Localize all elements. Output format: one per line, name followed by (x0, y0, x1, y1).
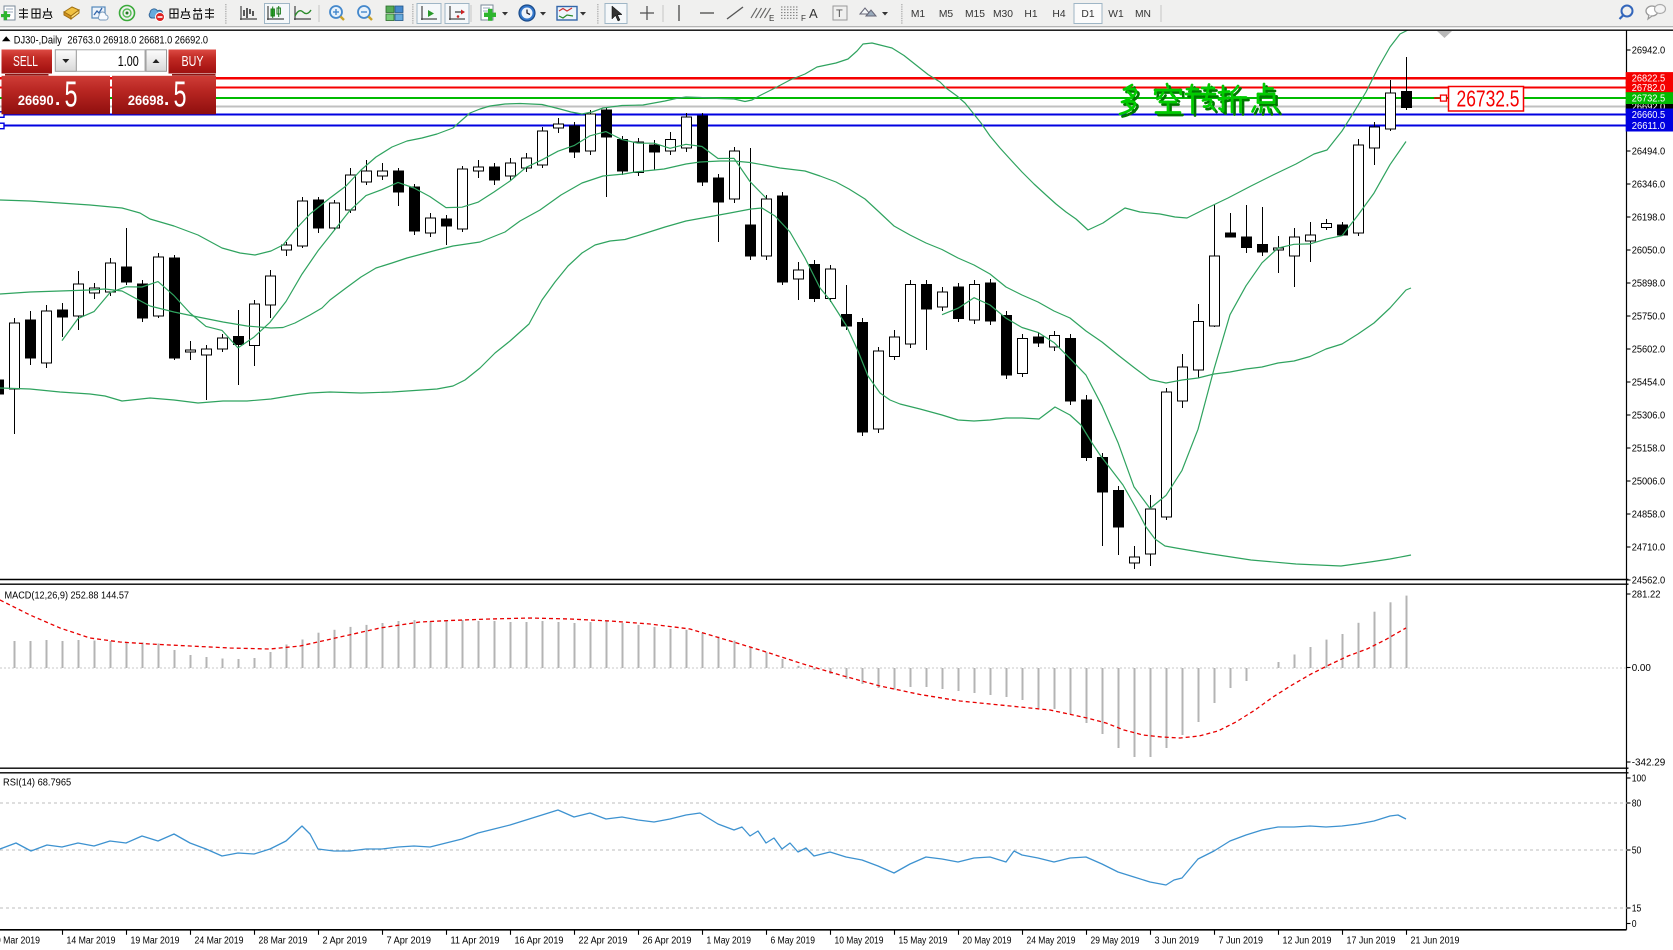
svg-text:11 Apr 2019: 11 Apr 2019 (451, 935, 500, 946)
svg-text:25306.0: 25306.0 (1632, 411, 1666, 422)
svg-text:281.22: 281.22 (1632, 590, 1661, 601)
svg-text:28 Mar 2019: 28 Mar 2019 (259, 935, 308, 946)
svg-text:26494.0: 26494.0 (1632, 147, 1666, 158)
svg-text:.: . (164, 89, 169, 110)
svg-text:50: 50 (1632, 846, 1642, 857)
svg-text:10 May 2019: 10 May 2019 (835, 935, 884, 946)
svg-text:26698: 26698 (128, 93, 164, 108)
svg-text:5: 5 (174, 73, 187, 114)
svg-text:15 May 2019: 15 May 2019 (899, 935, 948, 946)
svg-text:26346.0: 26346.0 (1632, 180, 1666, 191)
svg-text:26782.0: 26782.0 (1632, 83, 1666, 94)
svg-text:A: A (809, 6, 818, 21)
svg-text:19 Mar 2019: 19 Mar 2019 (131, 935, 180, 946)
svg-text:24858.0: 24858.0 (1632, 510, 1666, 521)
svg-text:10 Mar 2019: 10 Mar 2019 (0, 935, 40, 946)
svg-text:H1: H1 (1024, 9, 1037, 20)
svg-text:25006.0: 25006.0 (1632, 477, 1666, 488)
svg-text:25158.0: 25158.0 (1632, 444, 1666, 455)
svg-text:24562.0: 24562.0 (1632, 576, 1666, 587)
svg-text:E: E (769, 14, 774, 23)
svg-text:-342.29: -342.29 (1632, 758, 1666, 769)
svg-text:26690: 26690 (18, 93, 54, 108)
svg-text:26732.5: 26732.5 (1632, 94, 1666, 105)
svg-text:26660.5: 26660.5 (1632, 110, 1666, 121)
svg-text:BUY: BUY (182, 54, 204, 70)
svg-text:26198.0: 26198.0 (1632, 213, 1666, 224)
svg-text:17 Jun 2019: 17 Jun 2019 (1347, 935, 1396, 946)
svg-text:26 Apr 2019: 26 Apr 2019 (643, 935, 692, 946)
svg-text:21 Jun 2019: 21 Jun 2019 (1411, 935, 1460, 946)
svg-text:26050.0: 26050.0 (1632, 246, 1666, 257)
svg-text:24 May 2019: 24 May 2019 (1027, 935, 1076, 946)
svg-text:25602.0: 25602.0 (1632, 345, 1666, 356)
svg-text:RSI(14) 68.7965: RSI(14) 68.7965 (3, 777, 71, 789)
svg-text:15: 15 (1632, 904, 1642, 915)
svg-text:29 May 2019: 29 May 2019 (1091, 935, 1140, 946)
svg-text:M5: M5 (939, 9, 954, 20)
svg-text:M1: M1 (911, 9, 926, 20)
svg-text:25750.0: 25750.0 (1632, 312, 1666, 323)
svg-text:T: T (836, 8, 843, 20)
svg-text:SELL: SELL (13, 54, 38, 70)
svg-text:1.00: 1.00 (118, 54, 139, 70)
svg-text:16 Apr 2019: 16 Apr 2019 (515, 935, 564, 946)
svg-text:14 Mar 2019: 14 Mar 2019 (67, 935, 116, 946)
svg-text:25898.0: 25898.0 (1632, 279, 1666, 290)
svg-text:5: 5 (65, 73, 78, 114)
svg-text:26942.0: 26942.0 (1632, 46, 1666, 57)
svg-text:7 Apr 2019: 7 Apr 2019 (387, 935, 432, 946)
svg-text:MACD(12,26,9) 252.88 144.57: MACD(12,26,9) 252.88 144.57 (5, 590, 130, 602)
svg-text:26611.0: 26611.0 (1632, 121, 1666, 132)
svg-text:0.00: 0.00 (1632, 663, 1652, 674)
svg-text:2 Apr 2019: 2 Apr 2019 (323, 935, 368, 946)
svg-text:26732.5: 26732.5 (1457, 85, 1520, 111)
svg-text:D1: D1 (1081, 9, 1094, 20)
svg-text:80: 80 (1632, 799, 1642, 810)
svg-text:W1: W1 (1108, 9, 1124, 20)
svg-text:6 May 2019: 6 May 2019 (771, 935, 816, 946)
svg-text:H4: H4 (1052, 9, 1065, 20)
svg-text:7 Jun 2019: 7 Jun 2019 (1219, 935, 1264, 946)
svg-text:M15: M15 (965, 9, 985, 20)
svg-text:22 Apr 2019: 22 Apr 2019 (579, 935, 628, 946)
svg-text:26692.0: 26692.0 (1632, 102, 1666, 113)
svg-text:100: 100 (1632, 774, 1647, 785)
svg-text:26763.0 26918.0 26681.0 26692.: 26763.0 26918.0 26681.0 26692.0 (67, 35, 208, 47)
svg-text:25454.0: 25454.0 (1632, 378, 1666, 389)
svg-text:24 Mar 2019: 24 Mar 2019 (195, 935, 244, 946)
svg-text:26822.5: 26822.5 (1632, 74, 1666, 85)
svg-text:.: . (55, 89, 60, 110)
svg-text:20 May 2019: 20 May 2019 (963, 935, 1012, 946)
svg-text:F: F (801, 14, 806, 23)
svg-text:12 Jun 2019: 12 Jun 2019 (1283, 935, 1332, 946)
svg-text:1 May 2019: 1 May 2019 (707, 935, 752, 946)
svg-text:3 Jun 2019: 3 Jun 2019 (1155, 935, 1200, 946)
svg-text:DJ30-,Daily: DJ30-,Daily (14, 35, 62, 47)
svg-text:0: 0 (1632, 919, 1637, 930)
svg-text:M30: M30 (993, 9, 1013, 20)
svg-text:MN: MN (1135, 9, 1151, 20)
svg-text:24710.0: 24710.0 (1632, 543, 1666, 554)
